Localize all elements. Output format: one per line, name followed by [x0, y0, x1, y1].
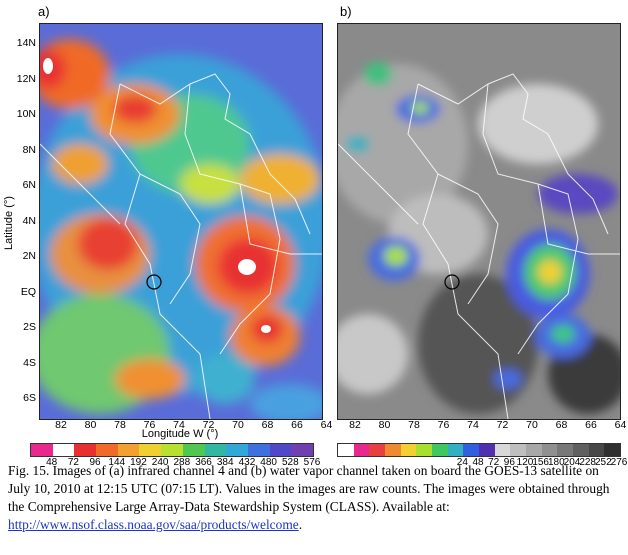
colorbar-swatch	[31, 444, 53, 456]
colorbar-swatch	[204, 444, 227, 456]
colorbar-a-label: 480	[260, 457, 277, 468]
colorbar-swatch	[604, 444, 621, 456]
colorbar-a-label: 576	[303, 457, 321, 468]
colorbar-a-label: 192	[130, 457, 147, 468]
x-tick-label-b: 78	[408, 419, 420, 431]
x-tick-label-a: 64	[320, 419, 333, 431]
colorbar-swatch	[161, 444, 183, 456]
colorbar-swatch	[432, 444, 448, 456]
colorbar-swatch	[269, 444, 292, 456]
colorbar-b-label: 120	[516, 457, 534, 468]
x-tick-label-a: 74	[173, 419, 185, 431]
x-tick-label-b: 68	[555, 419, 568, 431]
colorbar-swatch	[338, 444, 354, 456]
infrared-map	[39, 23, 323, 420]
colorbar-swatch	[447, 444, 464, 456]
colorbar-swatch	[385, 444, 401, 456]
colorbar-swatch	[353, 444, 370, 456]
y-tick-label: 2N	[22, 250, 36, 262]
colorbar-swatch	[463, 444, 480, 456]
colorbar-b-label: 156	[532, 457, 549, 468]
caption-link[interactable]: http://www.nsof.class.noaa.gov/saa/produ…	[8, 517, 299, 532]
y-tick-label: 12N	[16, 72, 36, 85]
colorbar-a-label: 384	[216, 457, 234, 468]
colorbar-a-label: 72	[67, 457, 79, 468]
x-tick-label-a: 78	[114, 419, 126, 431]
colorbar-swatch	[52, 444, 75, 456]
colorbar-b-label: 252	[594, 457, 612, 468]
colorbar-swatch	[588, 444, 605, 456]
colorbar-b-label: 204	[563, 457, 581, 468]
figure-caption: Fig. 15. Images of (a) infrared channel …	[8, 462, 620, 534]
x-tick-label-a: 66	[291, 419, 303, 431]
colorbar-a-label: 240	[151, 457, 169, 468]
colorbar-a	[30, 443, 314, 457]
x-tick-label-a: 76	[143, 419, 156, 431]
x-tick-label-b: 76	[437, 419, 450, 431]
x-tick-label-a: 82	[55, 419, 67, 431]
colorbar-swatch	[74, 444, 97, 456]
colorbar-swatch	[573, 444, 589, 456]
x-tick-label-b: 82	[349, 419, 361, 431]
colorbar-b	[337, 443, 621, 457]
colorbar-swatch	[291, 444, 313, 456]
x-tick-label-b: 80	[378, 419, 391, 431]
y-tick-label: 6S	[23, 392, 36, 404]
colorbar-b-label: 96	[503, 457, 515, 468]
x-tick-label-a: 80	[84, 419, 97, 431]
x-axis-label-a: Longitude W (°)	[141, 428, 219, 440]
colorbar-swatch	[400, 444, 417, 456]
colorbar-b-label: 48	[472, 457, 484, 468]
y-tick-label: 6N	[22, 179, 36, 191]
colorbar-b-label: 228	[579, 457, 596, 468]
x-tick-label-a: 68	[261, 419, 274, 431]
y-tick-label: 4S	[23, 356, 36, 369]
panel-b-letter: b)	[340, 4, 352, 19]
x-tick-label-a: 70	[232, 419, 244, 431]
colorbar-b-label: 276	[610, 457, 628, 468]
colorbar-a-label: 366	[195, 457, 212, 468]
y-tick-label: 14N	[16, 37, 36, 49]
y-tick-label: 4N	[22, 214, 36, 227]
x-tick-label-b: 72	[496, 419, 509, 431]
x-tick-label-b: 70	[526, 419, 538, 431]
colorbar-b-label: 180	[547, 457, 565, 468]
colorbar-swatch	[247, 444, 270, 456]
colorbar-swatch	[541, 444, 558, 456]
y-tick-label: 8N	[22, 143, 36, 156]
water-vapor-map	[337, 23, 621, 420]
colorbar-a-label: 48	[46, 457, 58, 468]
colorbar-swatch	[416, 444, 433, 456]
caption-text: Fig. 15. Images of (a) infrared channel …	[8, 463, 610, 514]
colorbar-a-label: 432	[238, 457, 256, 468]
colorbar-swatch	[182, 444, 205, 456]
y-tick-label: 10N	[16, 108, 36, 120]
x-tick-label-b: 74	[467, 419, 479, 431]
y-tick-label: 2S	[23, 321, 36, 333]
colorbar-a-label: 96	[89, 457, 101, 468]
colorbar-swatch	[117, 444, 140, 456]
colorbar-b-label: 72	[488, 457, 500, 468]
x-tick-label-a: 72	[202, 419, 215, 431]
colorbar-swatch	[510, 444, 527, 456]
colorbar-swatch	[479, 444, 495, 456]
colorbar-swatch	[139, 444, 162, 456]
x-tick-label-b: 66	[585, 419, 597, 431]
colorbar-swatch	[494, 444, 511, 456]
y-tick-label: EQ	[20, 285, 36, 298]
colorbar-a-label: 144	[108, 457, 126, 468]
panel-a-letter: a)	[38, 4, 50, 19]
colorbar-a-label: 288	[173, 457, 191, 468]
colorbar-swatch	[526, 444, 542, 456]
colorbar-a-label: 528	[281, 457, 299, 468]
colorbar-swatch	[226, 444, 248, 456]
colorbar-swatch	[557, 444, 574, 456]
colorbar-swatch	[369, 444, 386, 456]
caption-end: .	[298, 517, 303, 532]
colorbar-swatch	[96, 444, 118, 456]
colorbar-b-label: 24	[456, 457, 468, 468]
x-tick-label-b: 64	[614, 419, 627, 431]
